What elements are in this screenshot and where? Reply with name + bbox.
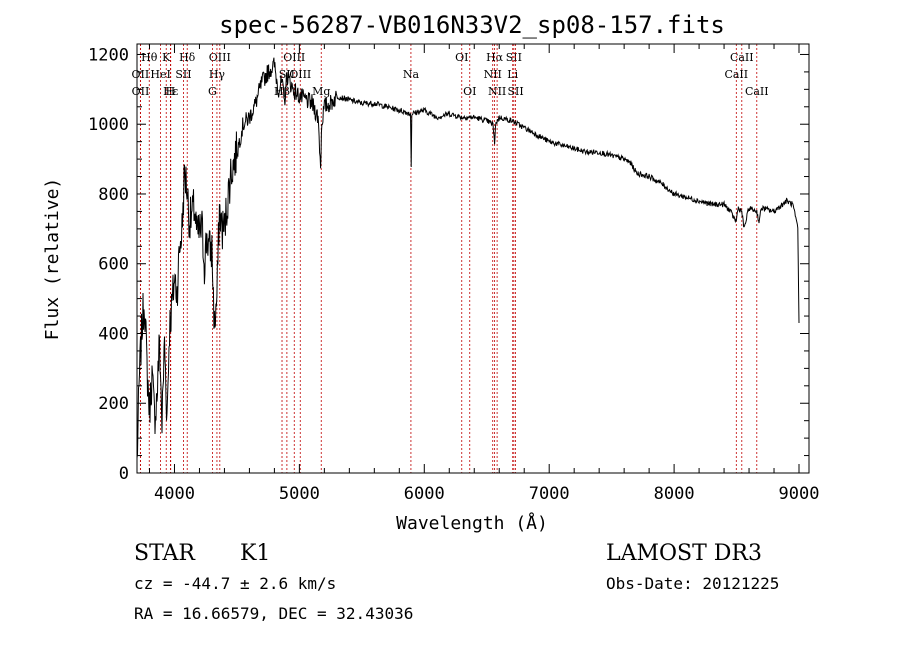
redshift-cz: cz = -44.7 ± 2.6 km/s <box>134 574 336 593</box>
axis-ticks: 4000 5000 6000 7000 8000 9000 0 200 400 600 800 100… <box>88 44 819 504</box>
line-label: OII <box>132 68 150 81</box>
x-tick-label: 8000 <box>654 484 695 504</box>
x-tick-label: 7000 <box>529 484 570 504</box>
line-label: OIII <box>209 51 231 64</box>
spectrum-line <box>136 57 800 459</box>
y-tick-label: 200 <box>98 394 129 414</box>
line-label: Na <box>403 68 420 81</box>
line-label: Hθ <box>141 51 158 64</box>
x-tick-label: 6000 <box>404 484 445 504</box>
line-label: NII <box>488 85 506 98</box>
line-label: OI <box>463 85 476 98</box>
line-label: Hδ <box>179 51 196 64</box>
line-label: HeI <box>150 68 170 81</box>
y-tick-label: 1200 <box>88 45 129 65</box>
plot-frame <box>136 43 810 474</box>
x-tick-label: 9000 <box>779 484 820 504</box>
line-label: Hβ <box>274 85 290 98</box>
y-axis-label: Flux (relative) <box>42 178 63 341</box>
line-label: Mg <box>312 85 330 98</box>
x-tick-label: 4000 <box>154 484 195 504</box>
line-label: Li <box>507 68 518 81</box>
line-label: OIII <box>289 68 311 81</box>
x-tick-label: 5000 <box>279 484 320 504</box>
object-class: STAR <box>134 541 196 566</box>
line-label: OI <box>455 51 468 64</box>
y-tick-label: 0 <box>119 464 129 484</box>
y-tick-label: 600 <box>98 255 129 275</box>
x-axis-label: Wavelength (Å) <box>396 512 548 534</box>
line-label: CaII <box>745 85 769 98</box>
y-tick-label: 1000 <box>88 115 129 135</box>
line-label: H <box>166 85 176 98</box>
survey-name: LAMOST DR3 <box>606 541 762 566</box>
chart-title: spec-56287-VB016N33V2_sp08-157.fits <box>219 11 725 39</box>
spectrum-series <box>136 57 800 459</box>
line-label: SII <box>175 68 191 81</box>
observation-date: Obs-Date: 20121225 <box>606 574 779 593</box>
object-subclass: K1 <box>240 541 270 566</box>
line-label: CaII <box>724 68 748 81</box>
line-label: G <box>208 85 217 98</box>
line-label: OIII <box>283 51 305 64</box>
line-label: Hε <box>163 85 179 98</box>
line-label: Hα <box>486 51 504 64</box>
line-label: NII <box>484 68 502 81</box>
ra-dec: RA = 16.66579, DEC = 32.43036 <box>134 604 413 623</box>
y-tick-label: 800 <box>98 185 129 205</box>
line-label: Hγ <box>209 68 226 81</box>
line-label: SII <box>506 51 522 64</box>
line-label: SII <box>507 85 523 98</box>
y-tick-label: 400 <box>98 324 129 344</box>
line-label: OII <box>132 85 150 98</box>
line-label: K <box>162 51 171 64</box>
line-label: CaII <box>730 51 754 64</box>
